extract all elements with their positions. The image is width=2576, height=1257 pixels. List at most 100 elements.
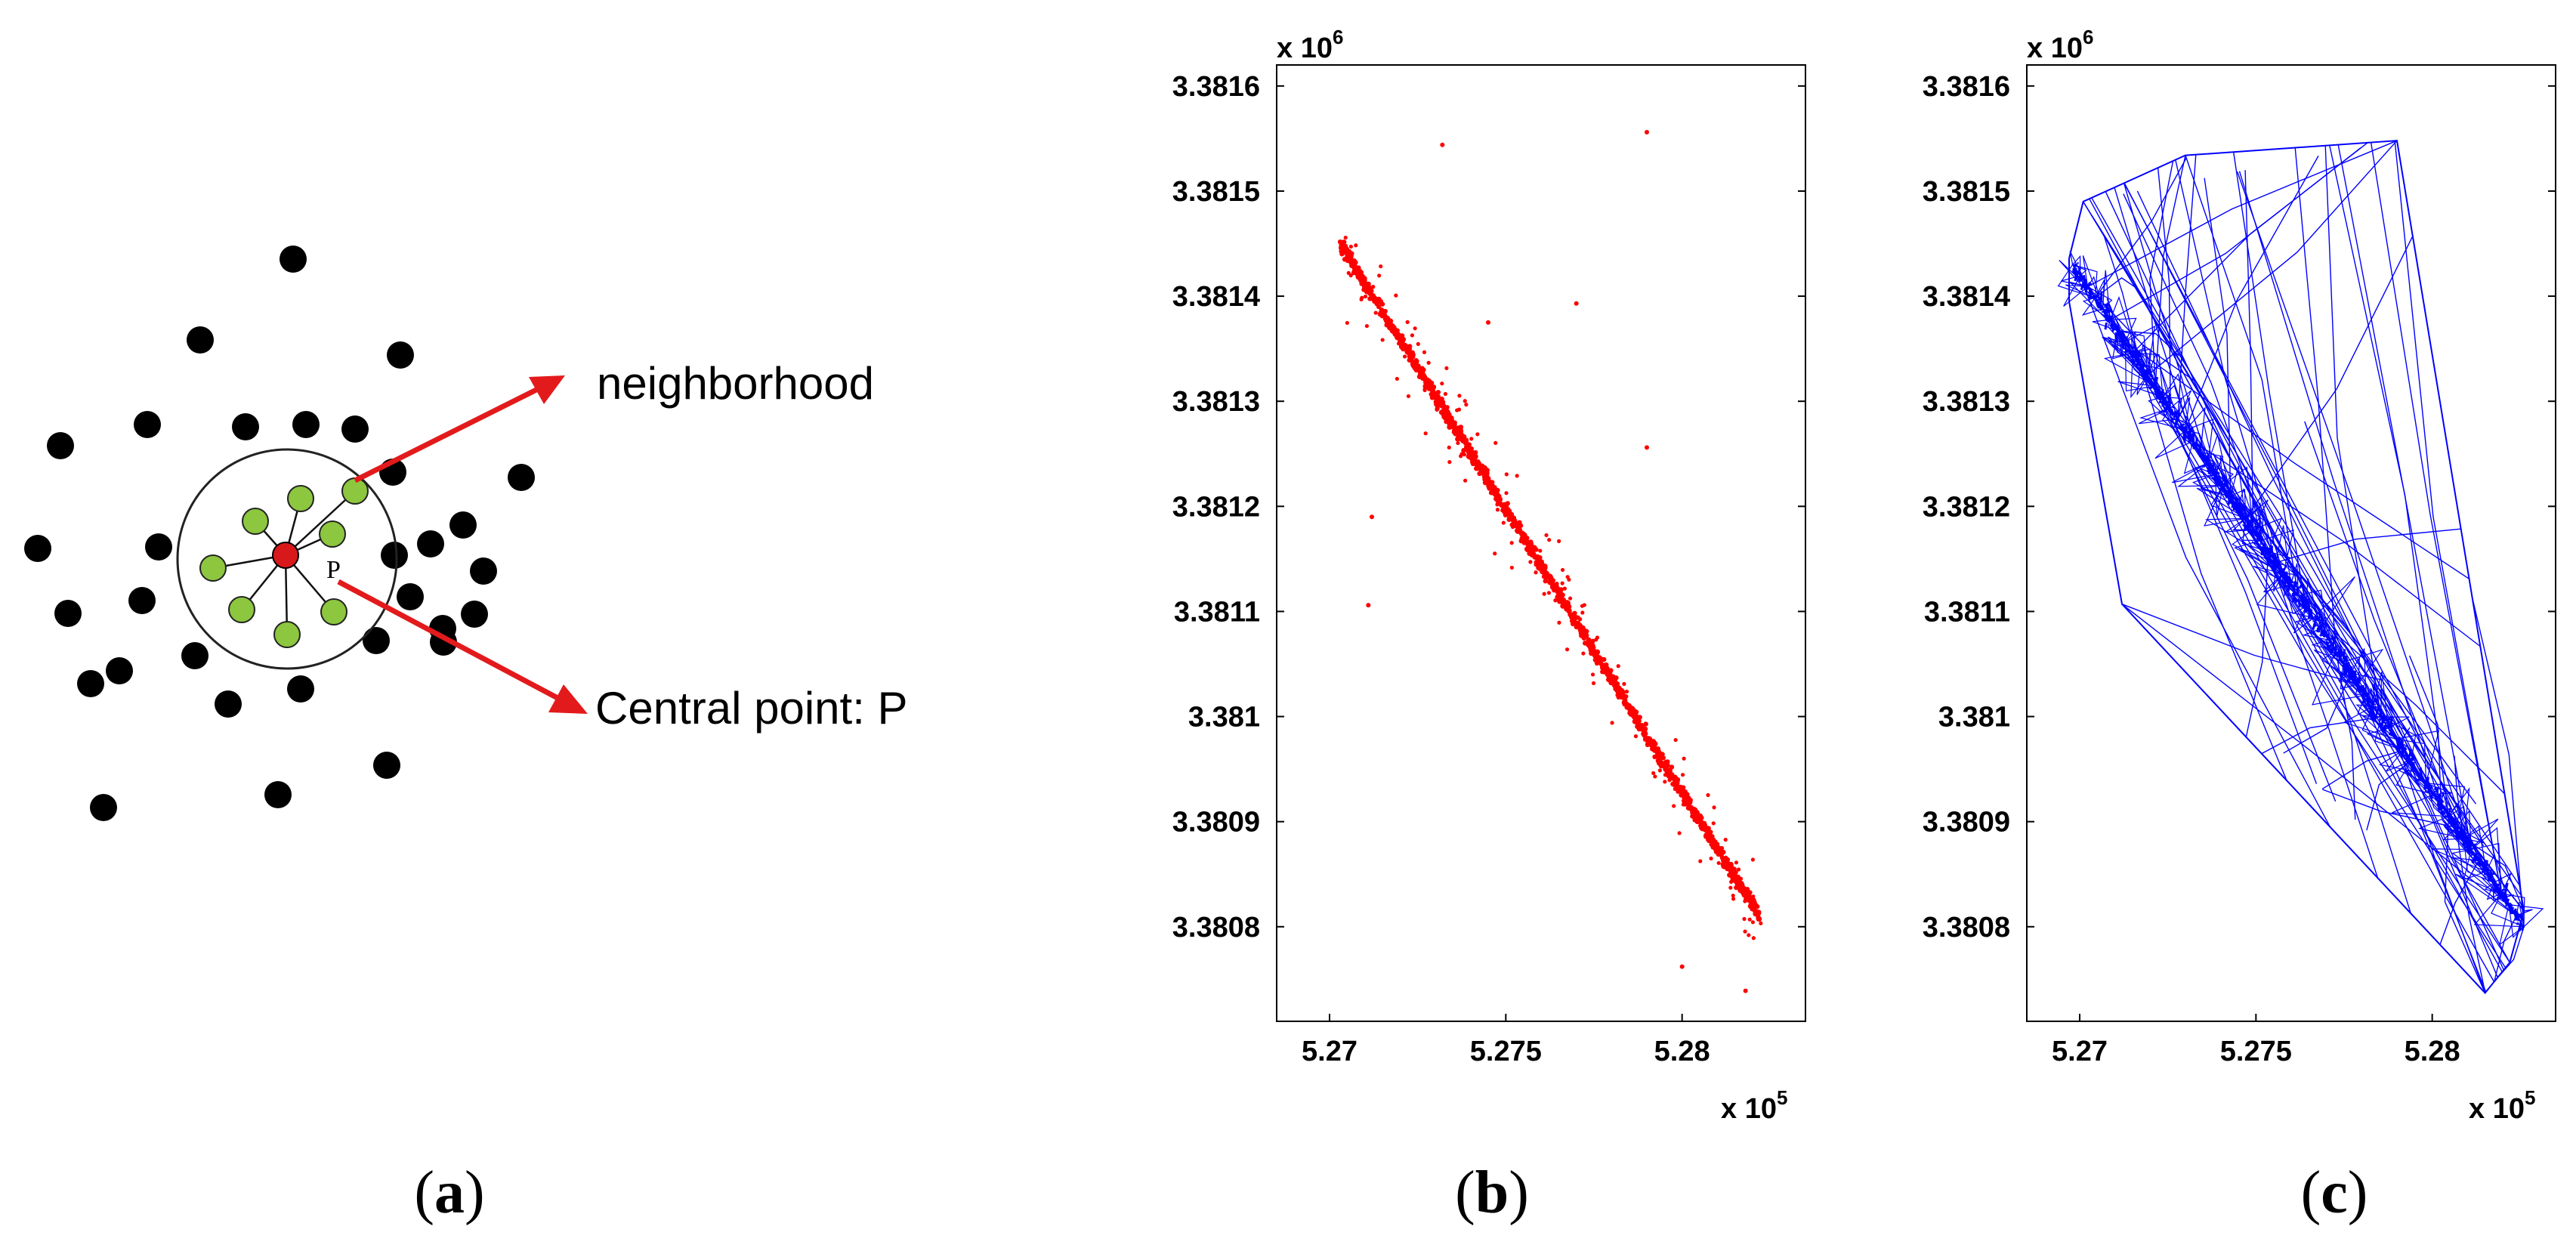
scatter-point (1751, 894, 1756, 899)
dense-mesh-edge (2275, 564, 2279, 569)
scatter-point (1755, 909, 1760, 915)
scatter-point (1441, 415, 1446, 419)
triangulation-edge (2304, 421, 2465, 839)
data-point (363, 627, 390, 654)
dense-mesh-edge (2494, 885, 2497, 889)
dense-mesh-edge (2489, 876, 2494, 879)
scatter-point (1683, 802, 1688, 807)
dense-mesh-edge (2276, 559, 2280, 567)
scatter-point (1410, 333, 1415, 338)
scatter-point (1362, 287, 1367, 292)
dense-mesh-edge (2207, 458, 2211, 468)
triangulation-edge (2083, 201, 2450, 817)
triangulation-edge (2185, 155, 2300, 596)
scatter-point (1359, 297, 1364, 301)
scatter-point (1484, 472, 1490, 478)
dense-mesh-edge (2231, 501, 2235, 508)
dense-mesh-edge (2086, 286, 2090, 290)
dense-mesh-edge (2071, 269, 2076, 275)
scatter-point (1447, 445, 1451, 449)
scatter-point (1736, 867, 1741, 872)
dense-mesh-edge (2232, 506, 2236, 509)
scatter-point (1464, 444, 1470, 450)
neighbor-point (242, 508, 269, 535)
scatter-point (1725, 857, 1731, 863)
data-point (47, 432, 74, 459)
dense-mesh-edge (2423, 787, 2427, 791)
scatter-point (1582, 641, 1588, 646)
scatter-point (1756, 916, 1762, 921)
scatter-point (1675, 777, 1681, 783)
dense-mesh-edge (2401, 749, 2405, 752)
dense-mesh-edge (2386, 716, 2391, 724)
scatter-point (1555, 581, 1559, 586)
scatter-point (1460, 438, 1466, 443)
dense-mesh-edge (2411, 765, 2416, 770)
scatter-point (1490, 483, 1496, 489)
scatter-point (1469, 456, 1475, 462)
scatter-point (1655, 746, 1660, 752)
scatter-point (1448, 418, 1453, 424)
triangulation-edge (2121, 604, 2359, 685)
scatter-point (1581, 635, 1586, 641)
data-point (77, 670, 104, 697)
dense-mesh-edge (2259, 536, 2263, 545)
y-tick-label: 3.3813 (1923, 386, 2010, 418)
dense-mesh-edge (2450, 822, 2454, 826)
scatter-point (1447, 460, 1452, 465)
scatter-point (1457, 394, 1462, 398)
dense-mesh-edge (2157, 397, 2161, 400)
scatter-point (1413, 326, 1417, 331)
scatter-point (1726, 861, 1731, 866)
scatter-point (1542, 573, 1548, 579)
dense-mesh-edge (2130, 346, 2135, 351)
triangulation-edge (2121, 604, 2517, 916)
scatter-point (1464, 437, 1469, 442)
scatter-point (1358, 278, 1364, 283)
scatter-point (1671, 782, 1677, 787)
data-point (417, 530, 444, 557)
dense-mesh-edge (2326, 644, 2330, 648)
triangulation-edge (2305, 606, 2505, 795)
dense-mesh-edge (2222, 486, 2225, 491)
triangulation-edge (2123, 193, 2277, 563)
dense-mesh-edge (2173, 422, 2178, 428)
triangulation-triangle (2507, 903, 2544, 928)
scatter-point (1406, 394, 1411, 399)
dense-mesh-edge (2077, 270, 2080, 275)
dense-mesh-edge (2258, 531, 2262, 538)
scatter-point (1729, 879, 1734, 884)
dense-mesh-edge (2394, 735, 2398, 740)
data-point (215, 690, 242, 718)
dense-mesh-edge (2190, 443, 2195, 447)
scatter-point (1493, 487, 1498, 493)
scatter-point (1377, 273, 1382, 278)
dense-mesh-edge (2351, 678, 2355, 682)
scatter-point (1622, 701, 1627, 707)
panel-c-x-ticks: 5.27 5.275 5.28 (2052, 1014, 2460, 1067)
scatter-point (1731, 872, 1736, 876)
triangulation-edge (2516, 909, 2533, 916)
dense-mesh-edge (2374, 714, 2377, 721)
triangulation-edge (2123, 183, 2209, 464)
scatter-point (1356, 265, 1361, 270)
dense-mesh-edge (2291, 580, 2297, 591)
dense-mesh-edge (2502, 895, 2507, 901)
scatter-point (1519, 531, 1524, 537)
dense-mesh-edge (2216, 475, 2219, 484)
scatter-point (1372, 297, 1377, 303)
scatter-point (1657, 761, 1662, 766)
dense-mesh-edge (2104, 308, 2110, 317)
scatter-point (1367, 290, 1373, 295)
dense-mesh-edge (2138, 365, 2143, 372)
scatter-point (1466, 450, 1472, 456)
dense-mesh-edge (2521, 928, 2525, 931)
triangulation-edge (2322, 789, 2457, 829)
scatter-outlier (1366, 603, 1371, 608)
scatter-point (1509, 541, 1514, 545)
scatter-point (1458, 425, 1464, 430)
dense-mesh-edge (2232, 502, 2236, 511)
scatter-point (1455, 435, 1461, 440)
triangulation-edge (2329, 145, 2450, 817)
scatter-point (1360, 274, 1366, 280)
